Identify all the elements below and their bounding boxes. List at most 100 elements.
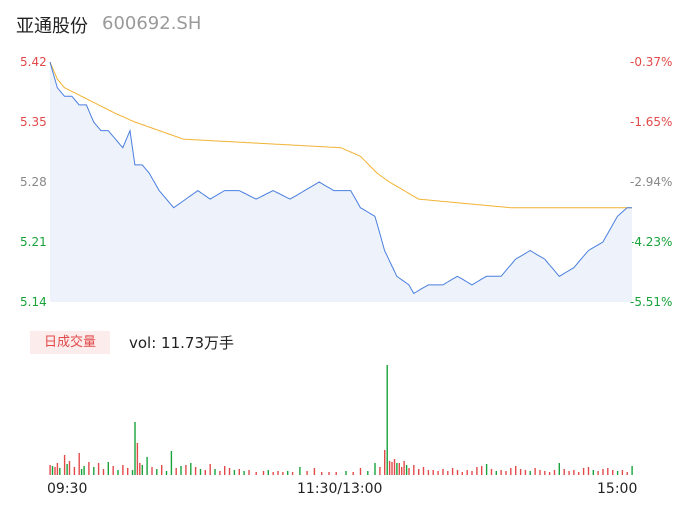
volume-bar: [255, 472, 257, 475]
volume-bar: [451, 468, 454, 475]
volume-bar: [626, 472, 628, 475]
volume-bar: [612, 470, 614, 475]
volume-bar: [587, 467, 590, 475]
volume-bar: [607, 468, 609, 475]
volume-bar: [403, 461, 405, 475]
volume-bar: [73, 467, 76, 475]
volume-bar: [306, 471, 308, 475]
volume-bar: [539, 470, 541, 475]
volume-bar: [437, 471, 439, 475]
volume-bar: [544, 471, 546, 475]
volume-bar: [190, 463, 192, 475]
volume-bar: [485, 464, 488, 475]
volume-bar: [219, 471, 221, 475]
volume-bar: [272, 472, 274, 475]
volume-bar: [136, 443, 139, 475]
volume-bar: [248, 470, 250, 475]
volume-bar: [563, 469, 565, 475]
volume-bar: [558, 463, 560, 475]
volume-bar: [367, 471, 369, 475]
volume-bar: [59, 468, 61, 475]
volume-bar: [471, 471, 473, 475]
x-tick: 11:30/13:00: [297, 481, 383, 497]
volume-bar: [391, 462, 393, 475]
volume-bar: [432, 470, 434, 475]
volume-bar: [476, 467, 478, 475]
x-tick: 15:00: [597, 481, 638, 497]
volume-bar: [374, 463, 376, 475]
volume-bar: [224, 466, 226, 475]
stock-code: 600692.SH: [102, 13, 202, 34]
volume-bar: [83, 466, 85, 475]
volume-bar: [396, 463, 398, 475]
volume-bar: [335, 472, 337, 475]
y-left-tick: 5.21: [20, 235, 47, 249]
volume-bar: [401, 467, 403, 475]
volume-total: vol: 11.73万手: [129, 334, 234, 352]
y-right-tick: -5.51%: [630, 295, 673, 309]
volume-bar: [345, 471, 347, 475]
volume-bar: [481, 466, 483, 475]
volume-bar: [447, 471, 449, 475]
volume-bar: [313, 468, 316, 475]
volume-bar: [233, 470, 236, 475]
volume-bar: [107, 462, 109, 475]
volume-bar: [175, 468, 177, 475]
volume-bar: [97, 463, 100, 475]
volume-bar: [139, 463, 141, 475]
volume-bar: [398, 463, 400, 475]
volume-bar: [151, 467, 153, 475]
volume-bar: [49, 465, 51, 475]
volume-bar: [267, 470, 269, 475]
volume-bar: [631, 466, 633, 475]
y-right-tick: -0.37%: [630, 55, 673, 69]
volume-bar: [156, 469, 158, 475]
volume-bar: [461, 472, 463, 475]
volume-bar: [262, 471, 265, 475]
y-right-tick: -1.65%: [630, 115, 673, 129]
volume-bar: [88, 462, 90, 475]
volume-bar: [68, 461, 71, 475]
volume-bars: [49, 365, 633, 475]
volume-bar: [386, 365, 388, 475]
volume-bar: [524, 470, 527, 475]
volume-bar: [204, 470, 206, 475]
volume-bar: [352, 472, 354, 475]
volume-bar: [170, 451, 173, 475]
price-line: [49, 61, 632, 295]
volume-tag: 日成交量: [30, 331, 110, 354]
volume-bar: [422, 467, 425, 475]
y-right-tick: -2.94%: [630, 175, 673, 189]
volume-bar: [228, 468, 231, 475]
volume-bar: [117, 470, 119, 475]
volume-bar: [93, 467, 95, 475]
volume-bar: [495, 471, 497, 475]
volume-bar: [54, 467, 56, 475]
volume-bar: [500, 470, 502, 475]
y-left-tick: 5.28: [20, 175, 47, 189]
volume-bar: [573, 470, 575, 475]
volume-bar: [291, 472, 294, 475]
volume-bar: [51, 466, 54, 475]
volume-bar: [63, 455, 66, 475]
volume-bar: [282, 472, 284, 475]
volume-bar: [321, 472, 323, 475]
volume-bar: [427, 470, 430, 475]
volume-bar: [209, 464, 211, 475]
volume-bar: [418, 469, 420, 475]
y-left-tick: 5.14: [20, 295, 47, 309]
volume-bar: [112, 466, 114, 475]
volume-bar: [388, 461, 391, 475]
y-left-tick: 5.42: [20, 55, 47, 69]
volume-bar: [592, 470, 594, 475]
volume-bar: [505, 471, 507, 475]
volume-bar: [510, 468, 512, 475]
volume-bar: [529, 471, 531, 475]
volume-bar: [122, 465, 124, 475]
volume-bar: [405, 465, 408, 475]
volume-bar: [515, 466, 517, 475]
volume-bar: [519, 469, 522, 475]
stock-name: 亚通股份: [16, 16, 88, 37]
volume-bar: [287, 471, 289, 475]
volume-bar: [578, 472, 580, 475]
